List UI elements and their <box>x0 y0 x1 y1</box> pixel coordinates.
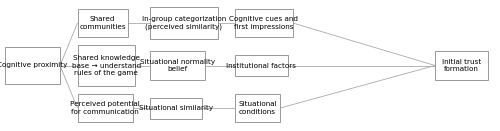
FancyBboxPatch shape <box>150 7 218 39</box>
FancyBboxPatch shape <box>235 55 288 76</box>
Text: Situational normality
belief: Situational normality belief <box>140 59 215 72</box>
FancyBboxPatch shape <box>150 51 205 80</box>
FancyBboxPatch shape <box>78 9 128 37</box>
FancyBboxPatch shape <box>235 94 280 122</box>
Text: Institutional factors: Institutional factors <box>226 62 296 69</box>
Text: Situational similarity: Situational similarity <box>139 105 214 111</box>
Text: Cognitive proximity: Cognitive proximity <box>0 62 68 69</box>
FancyBboxPatch shape <box>5 47 60 84</box>
Text: In-group categorization
(perceived similarity): In-group categorization (perceived simil… <box>142 16 226 30</box>
FancyBboxPatch shape <box>150 98 203 119</box>
Text: Cognitive cues and
first impressions: Cognitive cues and first impressions <box>229 16 298 30</box>
Text: Situational
conditions: Situational conditions <box>238 101 277 115</box>
FancyBboxPatch shape <box>78 94 132 122</box>
Text: Shared knowledge
base → understand
rules of the game: Shared knowledge base → understand rules… <box>72 55 141 76</box>
FancyBboxPatch shape <box>235 9 292 37</box>
Text: Initial trust
formation: Initial trust formation <box>442 59 481 72</box>
FancyBboxPatch shape <box>435 51 488 80</box>
FancyBboxPatch shape <box>78 45 135 86</box>
Text: Shared
communities: Shared communities <box>79 16 126 30</box>
Text: Perceived potential
for communication: Perceived potential for communication <box>70 101 140 115</box>
